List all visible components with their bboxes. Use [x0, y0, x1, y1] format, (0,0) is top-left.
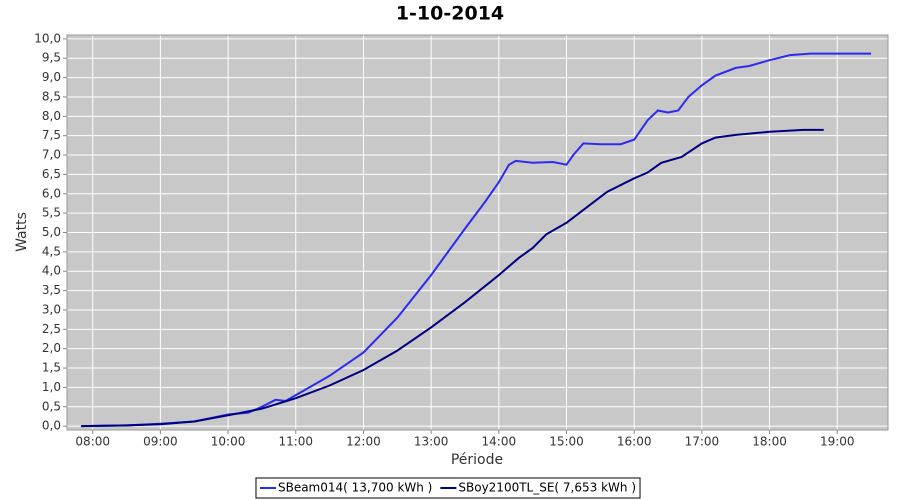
y-tick-label: 6,0	[42, 186, 61, 200]
x-tick-label: 15:00	[549, 435, 584, 449]
x-tick-label: 13:00	[414, 435, 449, 449]
legend-label: SBoy2100TL_SE( 7,653 kWh )	[458, 481, 636, 495]
x-axis-label: Période	[451, 452, 503, 468]
y-tick-label: 6,5	[42, 167, 61, 181]
y-tick-label: 0,0	[42, 419, 61, 433]
series-line	[81, 128, 824, 428]
y-tick-label: 4,0	[42, 264, 61, 278]
y-tick-label: 7,0	[42, 148, 61, 162]
y-tick-label: 8,0	[42, 109, 61, 123]
chart-title: 1-10-2014	[396, 3, 504, 25]
y-tick-label: 5,5	[42, 206, 61, 220]
y-tick-label: 8,5	[42, 89, 61, 103]
y-tick-label: 1,5	[42, 361, 61, 375]
legend: SBeam014( 13,700 kWh ) SBoy2100TL_SE( 7,6…	[255, 477, 641, 499]
y-tick-label: 3,0	[42, 302, 61, 316]
y-axis-label: Watts	[14, 212, 30, 252]
x-tick-label: 17:00	[685, 435, 720, 449]
x-tick-label: 10:00	[211, 435, 246, 449]
x-tick-label: 08:00	[75, 435, 110, 449]
x-tick-label: 12:00	[346, 435, 381, 449]
y-tick-label: 1,0	[42, 380, 61, 394]
y-tick-label: 5,0	[42, 225, 61, 239]
y-tick-label: 9,0	[42, 70, 61, 84]
legend-label: SBeam014( 13,700 kWh )	[278, 481, 432, 495]
x-tick-label: 19:00	[820, 435, 855, 449]
y-tick-label: 2,0	[42, 341, 61, 355]
y-tick-label: 3,5	[42, 283, 61, 297]
series-line	[81, 52, 872, 428]
x-tick-label: 11:00	[278, 435, 313, 449]
y-tick-label: 9,5	[42, 51, 61, 65]
y-tick-label: 4,5	[42, 244, 61, 258]
x-tick-label: 18:00	[752, 435, 787, 449]
x-tick-label: 09:00	[143, 435, 178, 449]
plot-border	[66, 34, 889, 431]
x-tick-label: 16:00	[617, 435, 652, 449]
y-tick-label: 0,5	[42, 399, 61, 413]
y-tick-label: 7,5	[42, 128, 61, 142]
x-tick-label: 14:00	[482, 435, 517, 449]
y-tick-label: 10,0	[34, 31, 61, 45]
y-tick-label: 2,5	[42, 322, 61, 336]
